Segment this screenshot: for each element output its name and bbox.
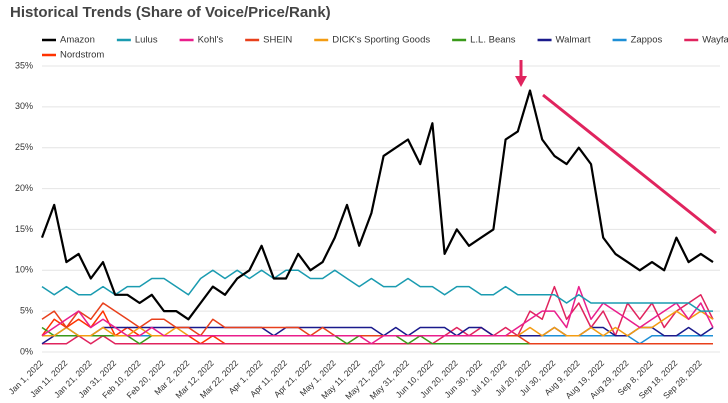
legend-label: L.L. Beans — [470, 35, 516, 46]
legend-item: Nordstrom — [42, 50, 104, 61]
legend-item: DICK's Sporting Goods — [314, 35, 430, 46]
legend-label: Wayfair — [702, 35, 728, 46]
legend-item: Walmart — [537, 35, 591, 46]
legend-item: Wayfair — [684, 35, 728, 46]
legend-label: Walmart — [556, 35, 591, 46]
y-tick-label: 0% — [20, 346, 33, 356]
legend-label: Amazon — [60, 35, 95, 46]
y-tick-label: 15% — [15, 224, 33, 234]
series-line — [41, 302, 713, 345]
legend-item: Lulus — [116, 35, 158, 46]
legend-item: Kohl's — [179, 35, 224, 46]
legend-item: L.L. Beans — [452, 35, 516, 46]
legend-item: SHEIN — [245, 35, 292, 46]
annotation-trend-line — [542, 93, 717, 235]
series-line — [42, 285, 714, 345]
grid — [42, 65, 720, 353]
y-tick-label: 30% — [15, 101, 33, 111]
annotation-arrowhead — [515, 76, 527, 87]
legend-label: SHEIN — [263, 35, 292, 46]
legend-item: Zappos — [612, 35, 663, 46]
legend-item: Amazon — [42, 35, 95, 46]
series-line — [41, 285, 714, 345]
legend-label: Nordstrom — [60, 50, 104, 61]
y-tick-label: 5% — [20, 306, 33, 316]
lines — [40, 89, 714, 345]
series-line — [41, 269, 713, 312]
legend-label: DICK's Sporting Goods — [332, 35, 430, 46]
series-line — [40, 89, 714, 321]
legend-label: Zappos — [631, 35, 663, 46]
chart-title: Historical Trends (Share of Voice/Price/… — [10, 4, 331, 21]
y-tick-label: 20% — [15, 183, 33, 193]
series-line — [41, 326, 714, 345]
y-tick-label: 35% — [15, 60, 33, 70]
legend-label: Kohl's — [198, 35, 224, 46]
y-tick-label: 25% — [15, 142, 33, 152]
legend-label: Lulus — [135, 35, 158, 46]
y-tick-label: 10% — [15, 265, 33, 275]
